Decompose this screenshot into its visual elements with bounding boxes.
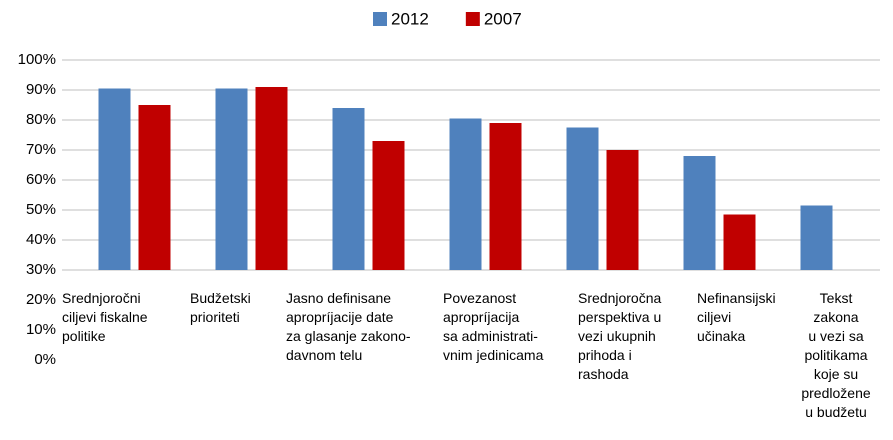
- bar: [606, 150, 639, 270]
- x-tick-label: Srednjoročna perspektiva u vezi ukupnih …: [578, 290, 662, 382]
- y-tick-label: 80%: [26, 111, 56, 128]
- y-tick-label: 100%: [18, 51, 56, 68]
- y-tick-label: 40%: [26, 231, 56, 248]
- x-tick-label: Povezanost apropríjacija sa administrati…: [443, 290, 544, 363]
- legend-label: 2012: [391, 9, 429, 28]
- bar: [683, 156, 716, 270]
- bar: [489, 123, 522, 270]
- bar: [800, 205, 833, 270]
- y-tick-label: 30%: [26, 261, 56, 278]
- legend-swatch: [373, 12, 387, 26]
- y-tick-label: 10%: [26, 321, 56, 338]
- x-tick-label: Tekst zakona u vezi sa politikama koje s…: [801, 290, 871, 420]
- bar: [215, 88, 248, 270]
- x-tick-label: Nefinansijski ciljevi učinaka: [697, 290, 776, 344]
- y-tick-label: 50%: [26, 201, 56, 218]
- y-tick-label: 90%: [26, 81, 56, 98]
- y-tick-label: 20%: [26, 291, 56, 308]
- x-tick-label: Budžetski prioriteti: [190, 290, 251, 325]
- y-tick-label: 70%: [26, 141, 56, 158]
- x-tick-label: Srednjoročni ciljevi fiskalne politike: [62, 290, 148, 344]
- bar: [138, 105, 171, 270]
- bar: [449, 118, 482, 270]
- bar: [372, 141, 405, 270]
- bar: [723, 214, 756, 270]
- bar: [566, 127, 599, 270]
- legend-swatch: [465, 12, 480, 26]
- bar: [332, 108, 365, 270]
- bar: [255, 87, 288, 270]
- legend-label: 2007: [484, 9, 522, 28]
- bar: [98, 88, 131, 270]
- x-tick-label: Jasno definisane apropríjacije date za g…: [286, 290, 411, 363]
- y-tick-label: 0%: [34, 351, 56, 368]
- y-tick-label: 60%: [26, 171, 56, 188]
